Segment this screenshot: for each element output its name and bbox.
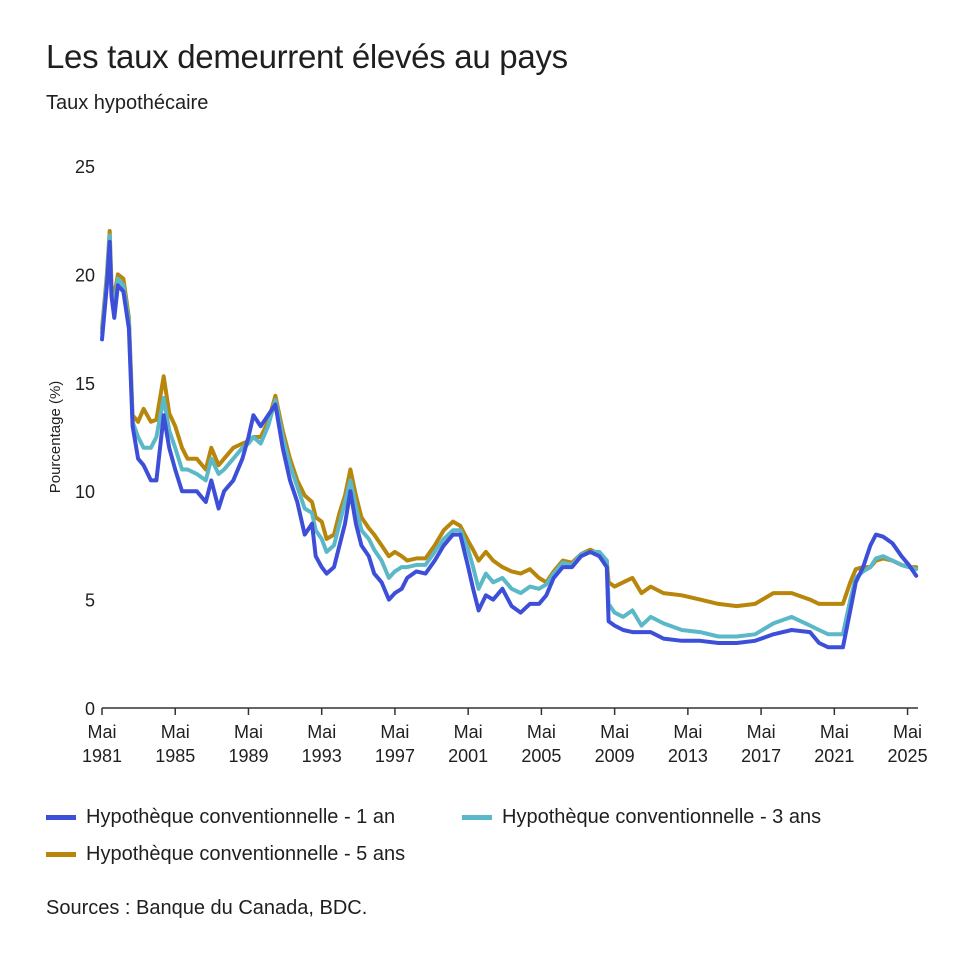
x-tick-year: 2025 bbox=[888, 746, 928, 766]
x-tick-year: 2001 bbox=[448, 746, 488, 766]
y-tick-label: 10 bbox=[75, 482, 95, 502]
x-tick-month: Mai bbox=[673, 722, 702, 742]
source-note: Sources : Banque du Canada, BDC. bbox=[46, 897, 368, 919]
series-line-3 bbox=[100, 229, 919, 609]
x-tick-month: Mai bbox=[893, 722, 922, 742]
legend-swatch-2 bbox=[462, 815, 492, 820]
series-line-2 bbox=[100, 233, 919, 639]
y-tick-label: 15 bbox=[75, 374, 95, 394]
legend-label-1: Hypothèque conventionnelle - 1 an bbox=[86, 806, 396, 828]
y-axis-label: Pourcentage (%) bbox=[47, 381, 64, 494]
series-line-1 bbox=[100, 239, 919, 650]
x-tick-month: Mai bbox=[820, 722, 849, 742]
chart-title: Les taux demeurrent élevés au pays bbox=[46, 38, 568, 75]
legend-item-2: Hypothèque conventionnelle - 3 ans bbox=[462, 806, 821, 829]
y-tick-label: 20 bbox=[75, 265, 95, 285]
x-tick-year: 1989 bbox=[228, 746, 268, 766]
x-tick-month: Mai bbox=[87, 722, 116, 742]
x-tick-year: 2005 bbox=[521, 746, 561, 766]
x-tick-year: 2021 bbox=[814, 746, 854, 766]
x-tick-month: Mai bbox=[234, 722, 263, 742]
x-tick-year: 1981 bbox=[82, 746, 122, 766]
y-tick-label: 0 bbox=[85, 699, 95, 719]
y-tick-label: 25 bbox=[75, 157, 95, 177]
x-tick-month: Mai bbox=[380, 722, 409, 742]
x-tick-month: Mai bbox=[527, 722, 556, 742]
x-tick-year: 1985 bbox=[155, 746, 195, 766]
legend-swatch-3 bbox=[46, 852, 76, 857]
x-tick-month: Mai bbox=[454, 722, 483, 742]
legend-label-3: Hypothèque conventionnelle - 5 ans bbox=[86, 843, 406, 865]
x-tick-year: 2017 bbox=[741, 746, 781, 766]
x-tick-month: Mai bbox=[307, 722, 336, 742]
x-tick-year: 2009 bbox=[595, 746, 635, 766]
x-tick-month: Mai bbox=[600, 722, 629, 742]
legend-item-3: Hypothèque conventionnelle - 5 ans bbox=[46, 843, 405, 866]
x-tick-month: Mai bbox=[747, 722, 776, 742]
x-tick-year: 2013 bbox=[668, 746, 708, 766]
legend-item-1: Hypothèque conventionnelle - 1 an bbox=[46, 806, 395, 829]
x-tick-year: 1993 bbox=[302, 746, 342, 766]
x-tick-month: Mai bbox=[161, 722, 190, 742]
legend-swatch-1 bbox=[46, 815, 76, 820]
y-tick-label: 5 bbox=[85, 591, 95, 611]
x-tick-year: 1997 bbox=[375, 746, 415, 766]
chart-subtitle: Taux hypothécaire bbox=[46, 92, 209, 114]
legend-label-2: Hypothèque conventionnelle - 3 ans bbox=[502, 806, 822, 828]
